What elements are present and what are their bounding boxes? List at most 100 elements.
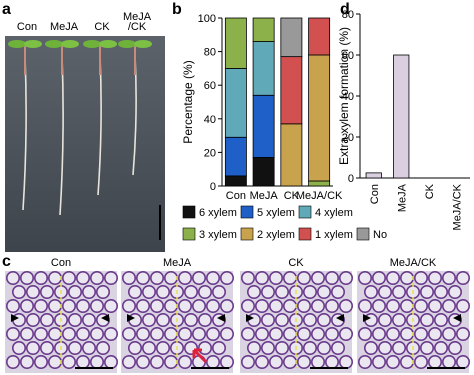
y-tick-label: 80 xyxy=(342,9,354,21)
cell xyxy=(212,284,227,299)
photo-label: MeJA xyxy=(123,11,152,23)
cell xyxy=(268,354,283,369)
cell xyxy=(47,270,62,285)
cell xyxy=(427,326,442,341)
leaf xyxy=(99,40,117,48)
cell xyxy=(447,284,462,299)
cell xyxy=(324,354,339,369)
x-tick-label: Con xyxy=(226,190,246,202)
micrograph-label: Con xyxy=(51,257,71,269)
cell xyxy=(19,298,34,313)
arrowhead xyxy=(217,314,225,322)
legend-label: 6 xylem xyxy=(199,207,237,219)
cell xyxy=(413,354,428,369)
cell xyxy=(39,312,54,327)
cell xyxy=(260,284,275,299)
cell xyxy=(371,298,386,313)
y-tick-label: 100 xyxy=(198,13,216,25)
cell xyxy=(39,340,54,355)
cell xyxy=(178,354,193,369)
cell xyxy=(12,284,26,299)
cell xyxy=(128,340,143,355)
cell xyxy=(76,298,91,313)
photo-label: CK xyxy=(94,21,110,33)
photo-label: /CK xyxy=(128,21,147,33)
cell xyxy=(455,326,470,341)
cell xyxy=(302,284,317,299)
cell xyxy=(357,270,372,285)
cell xyxy=(19,326,34,341)
cell xyxy=(68,340,83,355)
cell xyxy=(122,298,137,313)
cell xyxy=(338,326,353,341)
cell xyxy=(296,326,311,341)
legend-label: 3 xylem xyxy=(199,229,237,241)
cell xyxy=(142,340,157,355)
cell xyxy=(76,354,91,369)
cell xyxy=(419,340,434,355)
cell xyxy=(447,340,462,355)
cell xyxy=(399,270,414,285)
legend-label: 1 xylem xyxy=(315,229,353,241)
y-tick-label: 80 xyxy=(204,47,216,59)
cell xyxy=(377,284,392,299)
bar-segment xyxy=(224,136,247,177)
cell xyxy=(324,270,339,285)
cell xyxy=(178,270,193,285)
legend-label: 2 xylem xyxy=(257,229,295,241)
bar-segment xyxy=(224,17,247,69)
panel-label: d xyxy=(340,1,350,18)
cell xyxy=(192,298,207,313)
x-tick-label: CK xyxy=(284,190,300,202)
micrograph-label: CK xyxy=(288,257,304,269)
cell xyxy=(385,270,400,285)
cell xyxy=(206,326,221,341)
cell xyxy=(82,340,97,355)
cell xyxy=(220,326,235,341)
cell xyxy=(33,298,48,313)
cell xyxy=(433,312,448,327)
cell xyxy=(164,298,179,313)
cell xyxy=(82,312,97,327)
cell xyxy=(371,326,386,341)
cell xyxy=(192,270,207,285)
cell xyxy=(330,340,345,355)
legend-swatch xyxy=(240,227,254,241)
bar-segment xyxy=(252,17,275,42)
arrowhead xyxy=(363,314,371,322)
cell xyxy=(455,298,470,313)
cell xyxy=(212,340,227,355)
cell xyxy=(122,326,137,341)
bar xyxy=(393,54,410,179)
cell xyxy=(282,354,297,369)
cell xyxy=(274,312,289,327)
cell xyxy=(104,270,119,285)
cell xyxy=(274,284,289,299)
cell xyxy=(156,312,171,327)
cell xyxy=(385,326,400,341)
cell xyxy=(164,354,179,369)
cell xyxy=(413,270,428,285)
cell xyxy=(385,298,400,313)
cell xyxy=(150,270,165,285)
cell xyxy=(150,354,165,369)
cell xyxy=(198,340,213,355)
cell xyxy=(68,312,83,327)
cell xyxy=(427,298,442,313)
seedlings xyxy=(8,40,161,240)
cell xyxy=(260,312,275,327)
y-tick-label: 20 xyxy=(342,132,354,144)
cell xyxy=(220,298,235,313)
cell xyxy=(25,312,40,327)
cell xyxy=(371,270,386,285)
cell xyxy=(274,340,289,355)
cell xyxy=(164,270,179,285)
cell xyxy=(391,312,406,327)
cell xyxy=(310,298,325,313)
cell xyxy=(433,284,448,299)
cell xyxy=(184,284,199,299)
cell xyxy=(282,270,297,285)
cell xyxy=(385,354,400,369)
cell xyxy=(156,284,171,299)
leaf xyxy=(134,40,152,48)
